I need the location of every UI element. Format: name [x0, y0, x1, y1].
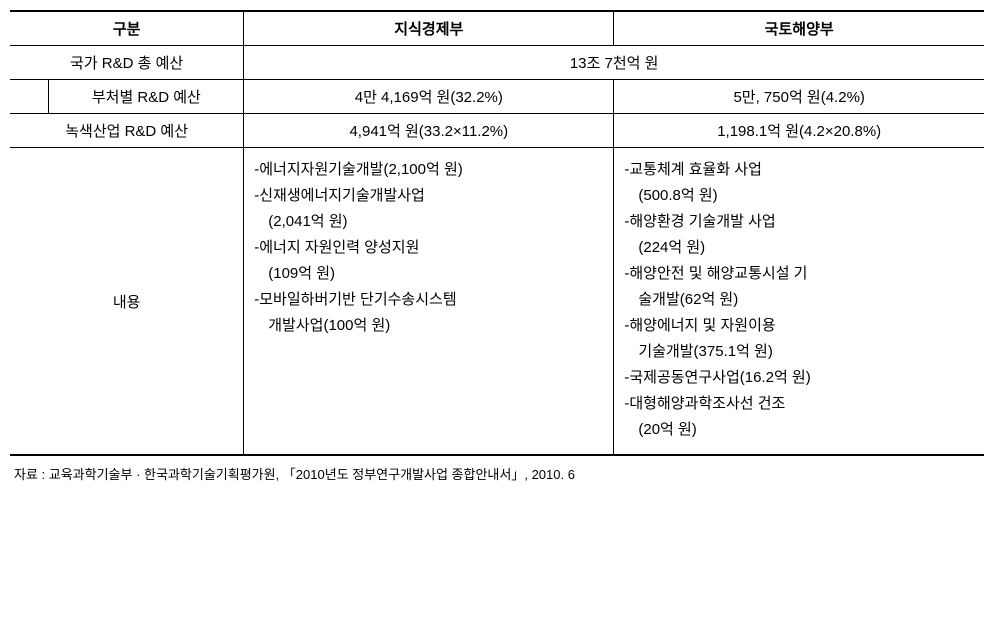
- content-item: -에너지자원기술개발(2,100억 원): [254, 158, 603, 182]
- source-citation: 자료 : 교육과학기술부 · 한국과학기술기획평가원, 「2010년도 정부연구…: [10, 464, 984, 483]
- header-ministry2: 국토해양부: [614, 11, 984, 46]
- content-item: (224억 원): [624, 236, 974, 260]
- national-total-row: 국가 R&D 총 예산 13조 7천억 원: [10, 46, 984, 80]
- green-budget-m1: 4,941억 원(33.2×11.2%): [244, 114, 614, 148]
- content-item: -교통체계 효율화 사업: [624, 158, 974, 182]
- green-budget-label: 녹색산업 R&D 예산: [10, 114, 244, 148]
- content-item: 술개발(62억 원): [624, 288, 974, 312]
- content-item: (20억 원): [624, 418, 974, 442]
- content-item: -대형해양과학조사선 건조: [624, 392, 974, 416]
- ministry-budget-m1: 4만 4,169억 원(32.2%): [244, 80, 614, 114]
- national-total-label: 국가 R&D 총 예산: [10, 46, 244, 80]
- ministry-budget-m2: 5만, 750억 원(4.2%): [614, 80, 984, 114]
- content-item: -해양에너지 및 자원이용: [624, 314, 974, 338]
- content-ministry1: -에너지자원기술개발(2,100억 원)-신재생에너지기술개발사업(2,041억…: [244, 148, 614, 456]
- budget-table: 구분 지식경제부 국토해양부 국가 R&D 총 예산 13조 7천억 원 부처별…: [10, 10, 984, 456]
- content-item: (2,041억 원): [254, 210, 603, 234]
- content-item: -국제공동연구사업(16.2억 원): [624, 366, 974, 390]
- content-item: -신재생에너지기술개발사업: [254, 184, 603, 208]
- national-total-value: 13조 7천억 원: [244, 46, 984, 80]
- content-item: -해양환경 기술개발 사업: [624, 210, 974, 234]
- content-item: (109억 원): [254, 262, 603, 286]
- content-item: 기술개발(375.1억 원): [624, 340, 974, 364]
- ministry-budget-label: 부처별 R&D 예산: [49, 80, 244, 114]
- table-header-row: 구분 지식경제부 국토해양부: [10, 11, 984, 46]
- ministry-budget-row: 부처별 R&D 예산 4만 4,169억 원(32.2%) 5만, 750억 원…: [10, 80, 984, 114]
- green-budget-m2: 1,198.1억 원(4.2×20.8%): [614, 114, 984, 148]
- green-budget-row: 녹색산업 R&D 예산 4,941억 원(33.2×11.2%) 1,198.1…: [10, 114, 984, 148]
- header-ministry1: 지식경제부: [244, 11, 614, 46]
- content-item: (500.8억 원): [624, 184, 974, 208]
- content-row: 내용 -에너지자원기술개발(2,100억 원)-신재생에너지기술개발사업(2,0…: [10, 148, 984, 456]
- content-item: -해양안전 및 해양교통시설 기: [624, 262, 974, 286]
- content-item: -에너지 자원인력 양성지원: [254, 236, 603, 260]
- content-ministry2: -교통체계 효율화 사업(500.8억 원)-해양환경 기술개발 사업(224억…: [614, 148, 984, 456]
- content-item: 개발사업(100억 원): [254, 314, 603, 338]
- header-category: 구분: [10, 11, 244, 46]
- content-label: 내용: [10, 148, 244, 456]
- content-item: -모바일하버기반 단기수송시스템: [254, 288, 603, 312]
- ministry-budget-spacer: [10, 80, 49, 114]
